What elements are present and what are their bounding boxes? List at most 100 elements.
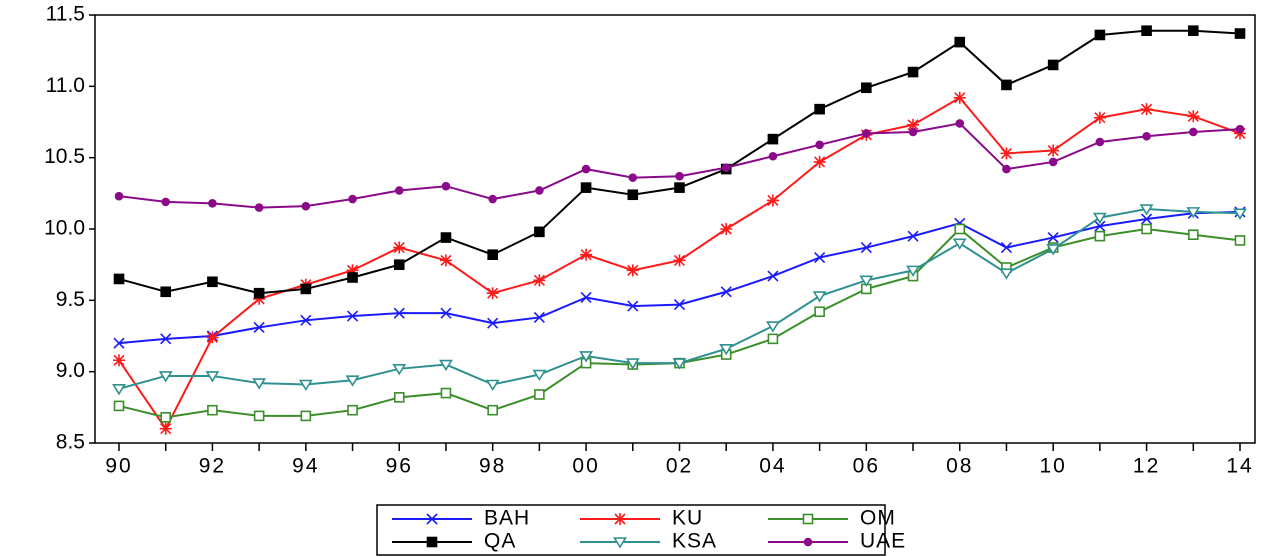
point xyxy=(440,307,452,319)
point xyxy=(113,273,125,285)
point xyxy=(439,254,452,267)
legend-label: QA xyxy=(484,530,516,553)
point xyxy=(580,182,592,193)
point xyxy=(207,276,218,288)
point xyxy=(392,364,407,376)
point xyxy=(158,371,173,383)
point xyxy=(160,412,172,423)
point xyxy=(1186,207,1201,219)
x-tick-label: 00 xyxy=(572,455,599,478)
point xyxy=(720,286,732,298)
x-tick-label: 96 xyxy=(386,455,413,478)
point xyxy=(300,314,312,326)
series xyxy=(113,25,1246,299)
point xyxy=(1002,164,1011,174)
point xyxy=(394,186,404,195)
point xyxy=(114,191,124,201)
point xyxy=(955,119,965,128)
point xyxy=(765,321,780,333)
point xyxy=(160,333,172,345)
x-tick-label: 10 xyxy=(1039,455,1066,478)
x-tick-label: 14 xyxy=(1226,455,1253,478)
point xyxy=(672,358,687,370)
point xyxy=(674,182,685,193)
legend-marker xyxy=(613,537,627,549)
point xyxy=(393,259,405,270)
point xyxy=(346,310,359,322)
point xyxy=(1234,28,1246,39)
point xyxy=(1140,103,1153,116)
point xyxy=(301,201,311,211)
point xyxy=(348,194,357,204)
point xyxy=(1047,144,1060,157)
line xyxy=(118,122,1241,209)
plot-frame xyxy=(94,14,1256,444)
x-tick-label: 92 xyxy=(199,455,226,478)
point xyxy=(1187,229,1199,241)
point xyxy=(159,422,172,435)
x-tick-label: 06 xyxy=(853,455,880,478)
point xyxy=(253,292,266,305)
line xyxy=(118,29,1241,295)
point xyxy=(720,223,733,235)
point xyxy=(953,91,966,104)
point xyxy=(113,337,125,349)
point xyxy=(534,226,545,238)
point xyxy=(113,354,125,367)
point xyxy=(347,272,358,283)
point xyxy=(488,194,497,204)
point xyxy=(954,36,966,48)
point xyxy=(1094,29,1106,41)
point xyxy=(719,344,734,356)
point xyxy=(1235,124,1245,134)
x-tick-label: 02 xyxy=(666,455,693,478)
point xyxy=(534,389,545,400)
x-tick-label: 08 xyxy=(946,455,973,478)
legend-label: KSA xyxy=(672,530,717,553)
point xyxy=(1000,241,1013,254)
point xyxy=(208,199,217,208)
point xyxy=(439,359,453,372)
point xyxy=(1046,244,1061,256)
y-tick-label: 10.0 xyxy=(44,217,85,240)
point xyxy=(814,251,826,264)
point xyxy=(628,173,638,182)
point xyxy=(1047,231,1059,244)
point xyxy=(1141,213,1153,225)
point xyxy=(907,230,919,242)
point xyxy=(627,300,639,312)
point xyxy=(908,127,918,137)
point xyxy=(300,283,312,295)
point xyxy=(861,82,872,94)
point xyxy=(721,163,731,172)
point xyxy=(907,118,920,131)
point xyxy=(1187,25,1199,36)
point xyxy=(580,291,592,304)
point xyxy=(626,264,639,277)
series xyxy=(113,206,1246,349)
point xyxy=(300,410,312,422)
point xyxy=(346,264,359,277)
point xyxy=(673,299,686,311)
legend-label: UAE xyxy=(860,530,906,553)
point xyxy=(1233,208,1247,220)
point xyxy=(1139,204,1154,216)
point xyxy=(1141,223,1152,235)
legend-marker xyxy=(614,513,626,525)
y-tick-label: 11.5 xyxy=(46,3,85,26)
point xyxy=(393,392,405,403)
point xyxy=(1095,137,1105,147)
point xyxy=(767,133,779,145)
point xyxy=(1187,110,1200,123)
point xyxy=(1001,79,1012,91)
point xyxy=(345,375,360,387)
y-tick-label: 10.5 xyxy=(44,145,85,168)
point xyxy=(814,306,825,318)
point xyxy=(815,140,824,150)
point xyxy=(206,331,219,344)
point xyxy=(812,291,827,303)
legend-marker xyxy=(426,513,438,525)
point xyxy=(254,203,264,212)
point xyxy=(487,317,499,329)
x-tick-label: 94 xyxy=(292,455,319,478)
